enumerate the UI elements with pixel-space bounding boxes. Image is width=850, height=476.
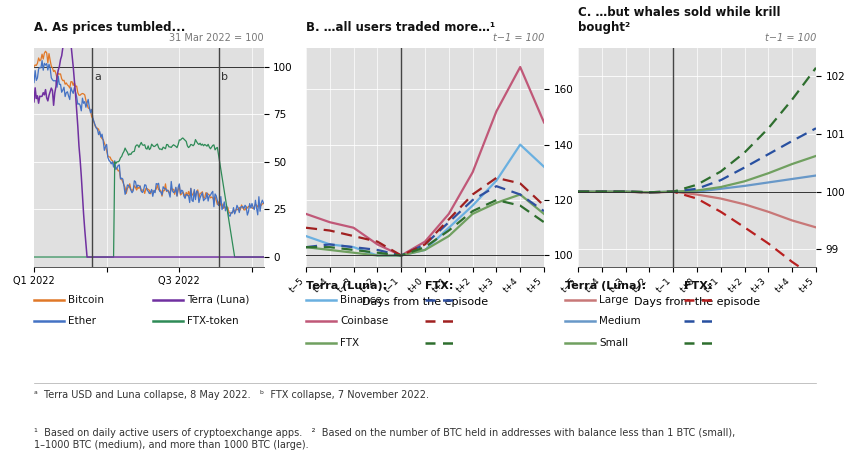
Text: A. As prices tumbled...: A. As prices tumbled... [34,21,185,34]
Text: Ether: Ether [68,316,96,327]
Text: t−1 = 100: t−1 = 100 [493,33,544,43]
Text: B. …all users traded more…¹: B. …all users traded more…¹ [306,21,495,34]
Text: Small: Small [599,337,628,348]
Text: FTX:: FTX: [684,280,712,291]
Text: Terra (Luna):: Terra (Luna): [565,280,646,291]
Text: Large: Large [599,295,629,305]
Text: FTX-token: FTX-token [187,316,239,327]
Text: a: a [94,72,101,82]
Text: 31 Mar 2022 = 100: 31 Mar 2022 = 100 [169,33,264,43]
Text: Coinbase: Coinbase [340,316,388,327]
Text: ¹  Based on daily active users of cryptoexchange apps.   ²  Based on the number : ¹ Based on daily active users of cryptoe… [34,428,735,450]
Text: FTX: FTX [340,337,359,348]
X-axis label: Days from the episode: Days from the episode [362,298,488,307]
Text: Bitcoin: Bitcoin [68,295,104,305]
X-axis label: Days from the episode: Days from the episode [634,298,760,307]
Text: ᵃ  Terra USD and Luna collapse, 8 May 2022.   ᵇ  FTX collapse, 7 November 2022.: ᵃ Terra USD and Luna collapse, 8 May 202… [34,390,429,400]
Text: Binance: Binance [340,295,382,305]
Text: Medium: Medium [599,316,641,327]
Text: FTX:: FTX: [425,280,453,291]
Text: b: b [221,72,228,82]
Text: C. …but whales sold while krill
bought²: C. …but whales sold while krill bought² [578,6,780,34]
Text: Terra (Luna): Terra (Luna) [187,295,249,305]
Text: Terra (Luna):: Terra (Luna): [306,280,387,291]
Text: t−1 = 100: t−1 = 100 [765,33,816,43]
